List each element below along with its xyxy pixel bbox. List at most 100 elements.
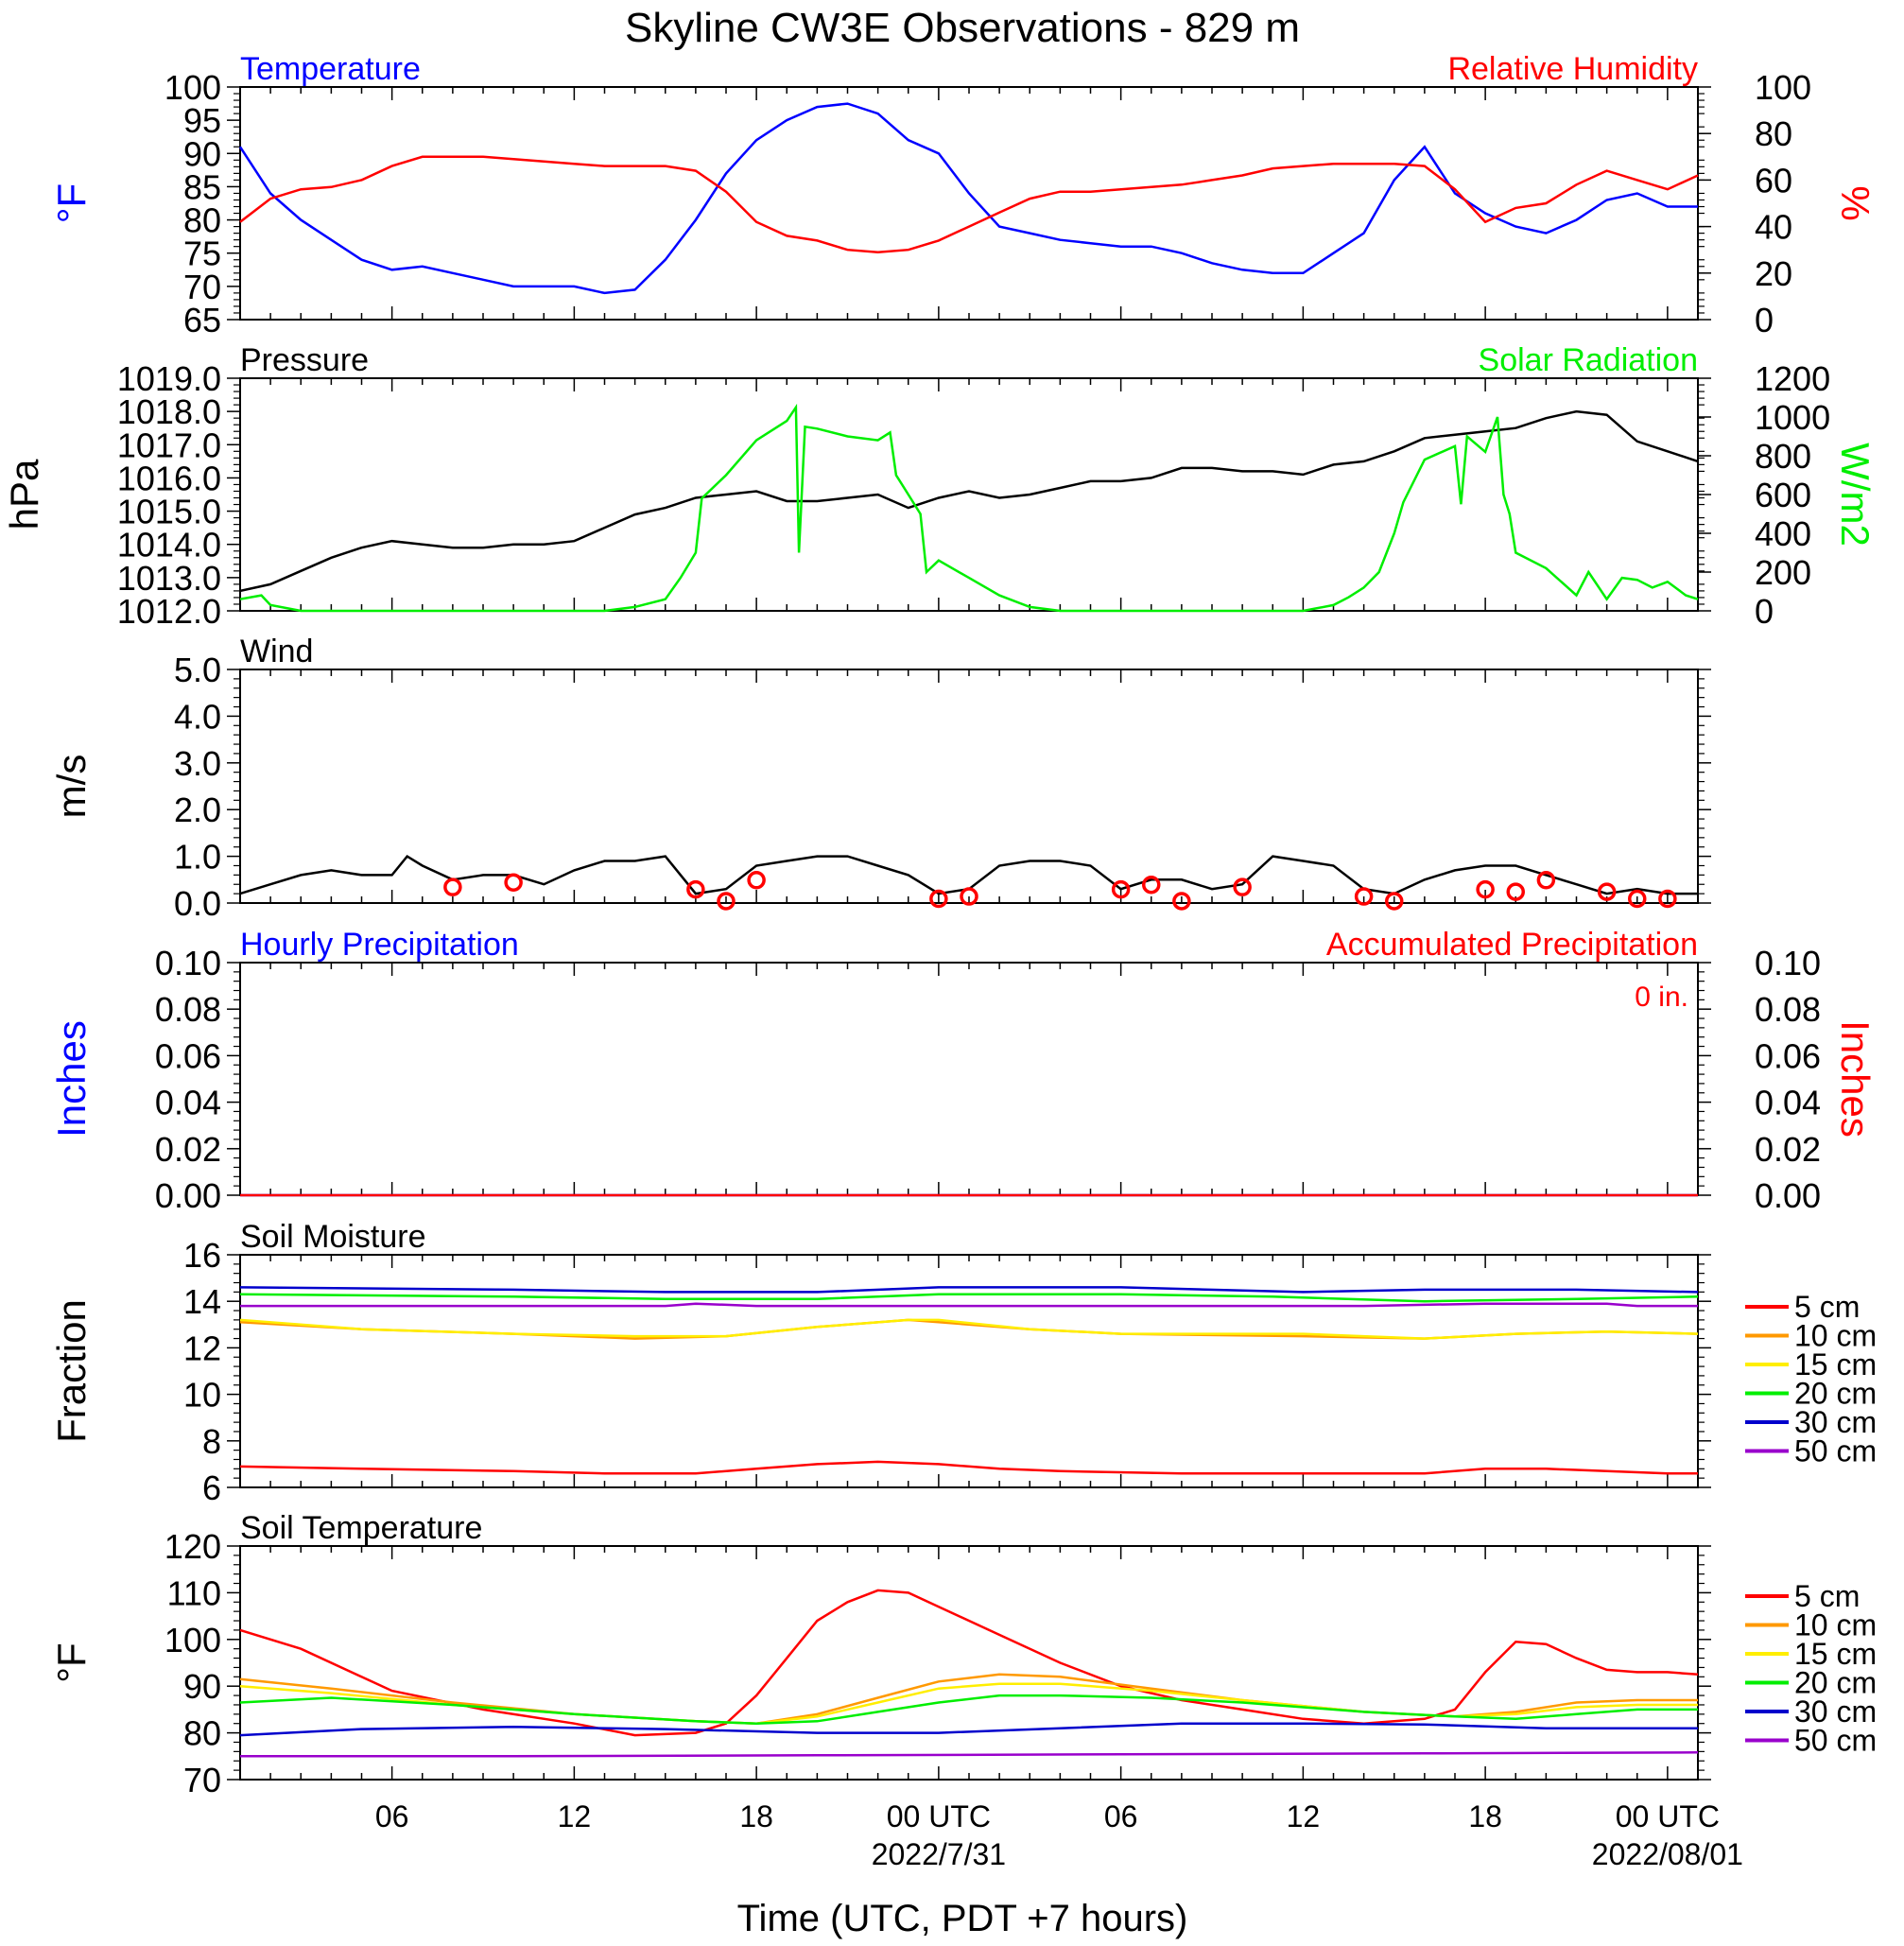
series-line-50-cm [240,1302,1698,1308]
y-tick-label-right: 0.02 [1755,1130,1821,1169]
y-tick-label-right: 800 [1755,437,1811,476]
x-tick-label: 12 [558,1799,592,1833]
series-line-20-cm [239,1293,1699,1303]
y-tick-label-left: 95 [183,101,221,140]
series-line-temperature [238,102,1698,295]
y-tick-label-left: 0.02 [155,1130,221,1169]
panel-title-right: Accumulated Precipitation [1326,927,1698,963]
legend-label: 15 cm [1794,1347,1877,1381]
calm-wind-marker [1628,889,1647,909]
calm-wind-marker [960,887,978,906]
calm-wind-marker [1506,882,1525,901]
x-tick-label: 12 [1287,1799,1321,1833]
panels: 65707580859095100020406080100Temperature… [2,51,1878,1799]
y-tick-label-right: 1200 [1755,359,1830,398]
panel-title-left: Temperature [240,51,421,87]
legend-label: 10 cm [1794,1608,1877,1642]
panel-title-left: Wind [240,634,313,669]
calm-wind-marker [1354,887,1374,906]
series-line-relative-humidity [239,155,1699,253]
y-tick-label-right: 0.08 [1755,990,1821,1029]
y-tick-label-right: 100 [1755,68,1811,107]
x-tick-label: 06 [1104,1799,1138,1833]
x-axis-label: Time (UTC, PDT +7 hours) [737,1898,1188,1939]
y-tick-label-left: 6 [202,1468,221,1507]
x-date-label: 2022/08/01 [1592,1837,1743,1871]
y-tick-label-left: 0.04 [155,1084,221,1122]
legend-label: 15 cm [1794,1637,1877,1671]
legend-label: 50 cm [1794,1434,1877,1468]
y-tick-label-left: 16 [183,1236,221,1275]
y-tick-label-left: 12 [183,1329,221,1367]
calm-wind-marker [1658,889,1677,909]
y-tick-label-left: 1015.0 [117,493,221,531]
y-tick-label-left: 120 [164,1527,221,1566]
calm-wind-marker [1597,882,1617,901]
calm-wind-marker [1142,875,1161,895]
series-line-20-cm [239,1694,1698,1725]
y-tick-label-right: 0 [1755,592,1774,631]
y-tick-label-right: 0 [1755,301,1774,339]
y-tick-label-left: 3.0 [174,744,221,783]
series-line-15-cm [239,1318,1699,1340]
panel-wind: 0.0 1.0 2.0 3.0 4.0 5.0 Wind m/s [49,634,1711,923]
legend-label: 5 cm [1794,1579,1860,1613]
y-tick-label-left: 1016.0 [117,459,221,497]
y-tick-label-left: 100 [164,1621,221,1659]
y-tick-label-left: 85 [183,167,221,206]
y-tick-label-left: 100 [164,68,221,107]
y-tick-label-left: 90 [183,134,221,173]
y-tick-label-left: 1.0 [174,838,221,877]
series-line-5-cm [239,1589,1699,1737]
calm-wind-marker [1233,877,1252,896]
y-tick-label-left: 70 [183,1761,221,1799]
y-tick-label-left: 4.0 [174,697,221,736]
series-line-30-cm [239,1286,1699,1294]
time-axis: 06 12 18 00 UTC 06 12 18 00 UTC 2022/7/31 2022/08… [375,1799,1743,1871]
panel-title-left: Soil Moisture [240,1219,426,1255]
calm-wind-marker [1111,879,1131,899]
panel-frame [239,86,1699,321]
x-tick-label: 00 UTC [887,1799,991,1833]
y-tick-label-left: 1012.0 [117,592,221,631]
figure-title: Skyline CW3E Observations - 829 m [625,5,1300,51]
y-tick-label-left: 70 [183,268,221,306]
y-tick-label-left: 75 [183,235,221,273]
calm-wind-marker [504,873,523,892]
panel-soil_temperature: 70 80 90 100 110 120 Soil Temperature °F 5 cm10 … [49,1510,1877,1799]
legend-label: 10 cm [1794,1319,1877,1353]
y-tick-label-left: 0.06 [155,1036,221,1075]
y-tick-label-right: 0.00 [1755,1176,1821,1215]
panel-precipitation: 0.00 0.02 0.04 0.06 0.08 0.10 0.00 0.02 0.04 0.06… [49,927,1878,1215]
panel-frame [239,962,1699,1196]
y-axis-label-left: Inches [49,1020,94,1138]
y-axis-label-left: °F [49,1642,94,1682]
calm-wind-marker [686,879,705,899]
legend-label: 30 cm [1794,1694,1877,1729]
calm-wind-marker [1476,879,1495,899]
y-tick-label-left: 8 [202,1422,221,1461]
y-tick-label-left: 80 [183,201,221,240]
y-tick-label-left: 1013.0 [117,559,221,598]
y-axis-label-right: W/m2 [1833,443,1878,547]
y-tick-label-right: 0.04 [1755,1084,1821,1122]
y-tick-label-left: 2.0 [174,791,221,829]
y-tick-label-left: 1019.0 [117,359,221,398]
series-line-30-cm [239,1722,1698,1737]
series-line-wind [239,854,1698,895]
precip-total-annotation: 0 in. [1635,982,1688,1013]
calm-wind-marker [929,889,948,909]
y-tick-label-left: 80 [183,1714,221,1753]
y-tick-label-right: 80 [1755,114,1792,153]
series-line-solar-radiation [239,403,1699,613]
y-tick-label-right: 20 [1755,254,1792,293]
y-axis-label-right: % [1833,185,1878,220]
y-tick-label-left: 0.10 [155,944,221,982]
x-tick-label: 00 UTC [1616,1799,1720,1833]
y-tick-label-left: 90 [183,1667,221,1706]
calm-wind-marker [747,871,766,890]
panel-temperature_humidity: 65707580859095100020406080100Temperature… [49,51,1878,339]
x-tick-label: 18 [739,1799,773,1833]
series-line-5-cm [239,1460,1698,1475]
